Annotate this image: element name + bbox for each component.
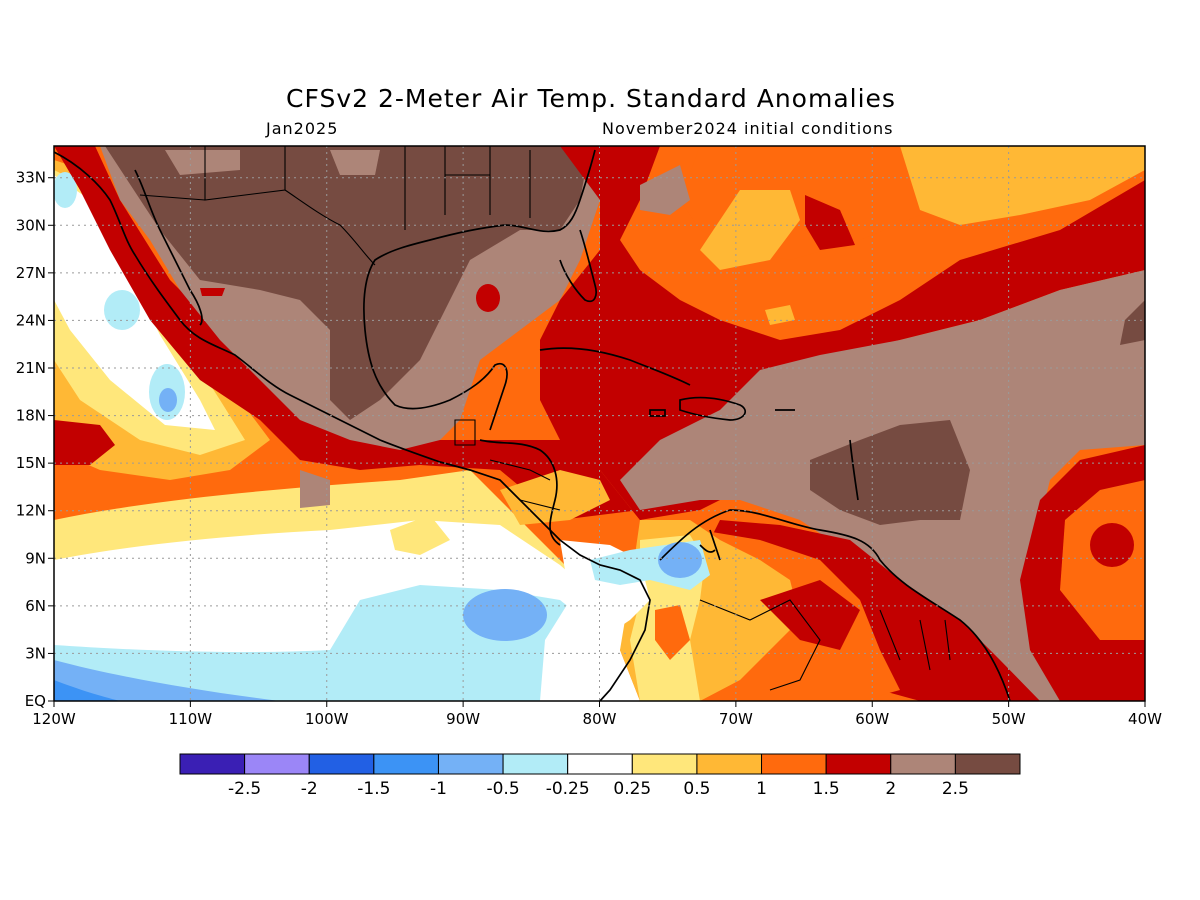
x-tick-label: 50W [992,710,1026,728]
map-title: CFSv2 2-Meter Air Temp. Standard Anomali… [286,84,896,113]
y-tick-label: 9N [25,549,46,567]
anomaly-region-atlantic-yellow [900,146,1145,225]
coastline-cuba [539,347,691,386]
colorbar-swatch [179,753,246,775]
colorbar-swatch [373,753,439,775]
y-tick-label: 30N [16,216,46,234]
y-tick-label: 18N [16,407,46,425]
colorbar-label: -0.25 [546,779,590,799]
y-tick-label: 24N [16,311,46,329]
colorbar-label: -1.5 [357,779,390,799]
border-us-west [139,146,286,201]
x-tick-label: 70W [719,710,753,728]
anomaly-blob-yellow-30n [700,190,800,270]
colorbar: -2.5 -2 -1.5 -1 -0.5 -0.25 0.25 0.5 1 1.5 2 2.5 [179,753,1021,799]
anomaly-blob-brown-31n [640,165,690,215]
border-us-states [404,146,531,230]
colorbar-label: -2.5 [228,779,261,799]
political-borders [139,146,951,691]
coastline-maracaibo [699,529,721,561]
colorbar-swatch [631,753,698,775]
anomaly-blob-baja-cyan [104,290,140,330]
longitude-axis: 120W 110W 100W 90W 80W 70W 60W 50W 40W [32,701,1162,728]
colorbar-swatch [567,753,633,775]
x-tick-label: 120W [32,710,76,728]
anomaly-blob-red-118w [54,420,115,465]
anomaly-blob-cyan-32n [54,172,77,208]
latitude-axis: EQ 3N 6N 9N 12N 15N 18N 21N 24N 27N 30N 33N [16,169,54,710]
anomaly-blob-red-mexico [200,288,225,296]
anomaly-patch-brown-3 [255,300,300,330]
colorbar-swatch [825,753,892,775]
colorbar-swatch [308,753,375,775]
x-tick-label: 110W [169,710,213,728]
anomaly-blob-88w [463,589,547,641]
anomaly-blob-brown-97w [300,470,330,508]
graticule [54,146,1145,701]
colorbar-label: -1 [430,779,447,799]
coastline-lesser-antilles [849,439,859,501]
border-us-mexico [284,189,376,266]
anomaly-region-mexico-darkbrown [105,146,590,420]
colorbar-swatch [437,753,504,775]
anomaly-patch-brown-1 [165,150,240,175]
coastlines [54,149,1011,701]
coastline-baja-gulf [134,169,203,326]
colorbar-swatch [696,753,763,775]
coastline-south-america-north [659,509,1011,701]
anomaly-patch-brown-2 [330,150,380,175]
border-central-america [454,419,561,511]
x-tick-label: 100W [305,710,349,728]
x-tick-label: 80W [583,710,617,728]
colorbar-label: -0.5 [486,779,519,799]
anomaly-blob-red-5n [760,580,860,650]
x-tick-label: 60W [855,710,889,728]
colorbar-swatch [954,753,1021,775]
y-tick-label: 27N [16,264,46,282]
anomaly-blob-darkbrown-23n [1120,300,1145,345]
anomaly-blob-blue-20n [159,388,177,412]
anomaly-region-pacific-cyan [54,585,590,701]
coastline-jamaica [649,409,666,417]
coastline-gulf-of-mexico [363,149,596,431]
y-tick-label: EQ [25,692,46,710]
colorbar-swatch [890,753,956,775]
colorbar-label: 1.5 [813,779,840,799]
coastline-hispaniola [679,396,747,421]
anomaly-blob-red-east [1090,523,1134,567]
colorbar-swatch [502,753,569,775]
y-tick-label: 12N [16,502,46,520]
anomaly-blob-orange-4n [655,605,690,660]
initial-conditions-label: November2024 initial conditions [602,119,894,138]
coastline-pacific [54,151,651,701]
colorbar-label: 1 [756,779,767,799]
valid-month-label: Jan2025 [266,119,339,138]
y-tick-label: 21N [16,359,46,377]
colorbar-label: 0.5 [683,779,710,799]
y-tick-label: 15N [16,454,46,472]
x-tick-label: 90W [446,710,480,728]
colorbar-label: 2.5 [942,779,969,799]
anomaly-field [54,146,1145,701]
y-tick-label: 3N [25,644,46,662]
colorbar-swatch [244,753,310,775]
anomaly-region-pacific-darkblue [54,680,120,701]
y-tick-label: 33N [16,169,46,187]
border-south-america [699,599,951,691]
colorbar-label: -2 [301,779,318,799]
y-tick-label: 6N [25,597,46,615]
anomaly-blob-red-31n [805,195,855,250]
colorbar-swatch [761,753,827,775]
colorbar-label: 2 [885,779,896,799]
anomaly-region-pacific-blue [54,660,280,701]
colorbar-label: 0.25 [613,779,651,799]
anomaly-blob-blue-8n [658,542,702,578]
coastline-florida [559,229,597,303]
anomaly-blob-yellow-10n [390,515,450,555]
anomaly-blob-red-gulf [476,284,500,312]
x-tick-label: 40W [1128,710,1162,728]
coastline-central-america-caribbean [479,439,561,546]
